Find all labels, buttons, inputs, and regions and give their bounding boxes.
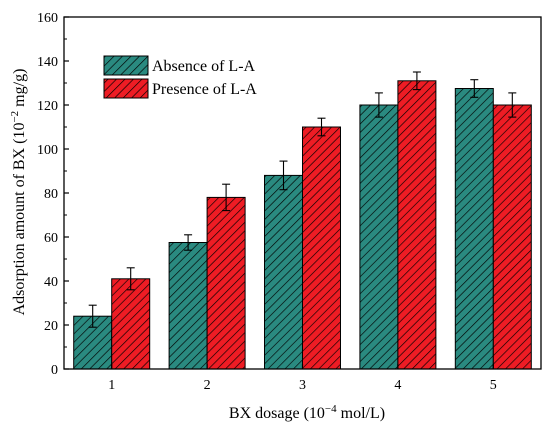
y-tick-label: 40 <box>44 275 58 290</box>
y-tick-label: 60 <box>44 231 58 246</box>
bar-absence-3 <box>264 174 303 370</box>
y-axis-title-exp: −2 <box>9 111 21 123</box>
bar-absence-4 <box>359 104 399 370</box>
legend: Absence of L-A Presence of L-A <box>103 55 257 99</box>
bar-absence-2 <box>168 242 208 370</box>
x-tick-label: 2 <box>204 378 211 393</box>
bar-presence-4 <box>397 80 437 370</box>
bar-presence-5 <box>492 104 532 370</box>
y-tick-label: 100 <box>37 143 58 158</box>
legend-swatch-absence <box>103 55 149 76</box>
error-bars-layer <box>88 71 517 328</box>
error-bar-absence-2 <box>184 234 193 251</box>
y-axis-title-unit: mg/g) <box>11 69 28 111</box>
y-axis-title-main: Adsorption amount of BX (10 <box>11 123 28 316</box>
x-tick-label: 4 <box>394 378 401 393</box>
axes-layer: 0 20 40 60 80 100 120 140 160 1 2 3 4 5 <box>37 11 542 393</box>
bar-presence-2 <box>206 196 246 370</box>
error-bar-absence-5 <box>470 79 479 98</box>
x-tick-label: 3 <box>299 378 306 393</box>
legend-label-presence: Presence of L-A <box>152 81 257 98</box>
x-axis-title-unit: mol/L) <box>337 405 385 422</box>
legend-label-absence: Absence of L-A <box>152 58 256 75</box>
bar-presence-1 <box>111 278 151 370</box>
y-tick-label: 20 <box>44 319 58 334</box>
y-tick-label: 120 <box>37 99 58 114</box>
x-axis-title-exp: −4 <box>325 403 337 415</box>
y-tick-label: 80 <box>44 187 58 202</box>
x-tick-label: 5 <box>490 378 497 393</box>
error-bar-absence-3 <box>279 160 288 191</box>
x-axis-title: BX dosage (10−4 mol/L) <box>229 403 385 422</box>
legend-swatch-presence <box>103 78 149 99</box>
error-bar-presence-4 <box>412 71 421 91</box>
bars-layer <box>73 80 532 370</box>
error-bar-presence-3 <box>317 117 326 137</box>
x-tick-label: 1 <box>108 378 115 393</box>
y-tick-label: 160 <box>37 11 58 26</box>
error-bar-presence-2 <box>222 183 231 212</box>
error-bar-presence-5 <box>508 92 517 118</box>
y-tick-label: 140 <box>37 55 58 70</box>
error-bar-presence-1 <box>126 267 135 291</box>
bar-presence-3 <box>302 126 341 370</box>
y-axis-title: Adsorption amount of BX (10−2 mg/g) <box>9 69 28 316</box>
error-bar-absence-1 <box>88 304 97 328</box>
bar-absence-5 <box>454 88 494 370</box>
error-bar-absence-4 <box>374 92 383 118</box>
x-axis-title-main: BX dosage (10 <box>229 405 325 422</box>
y-tick-label: 0 <box>51 363 58 378</box>
